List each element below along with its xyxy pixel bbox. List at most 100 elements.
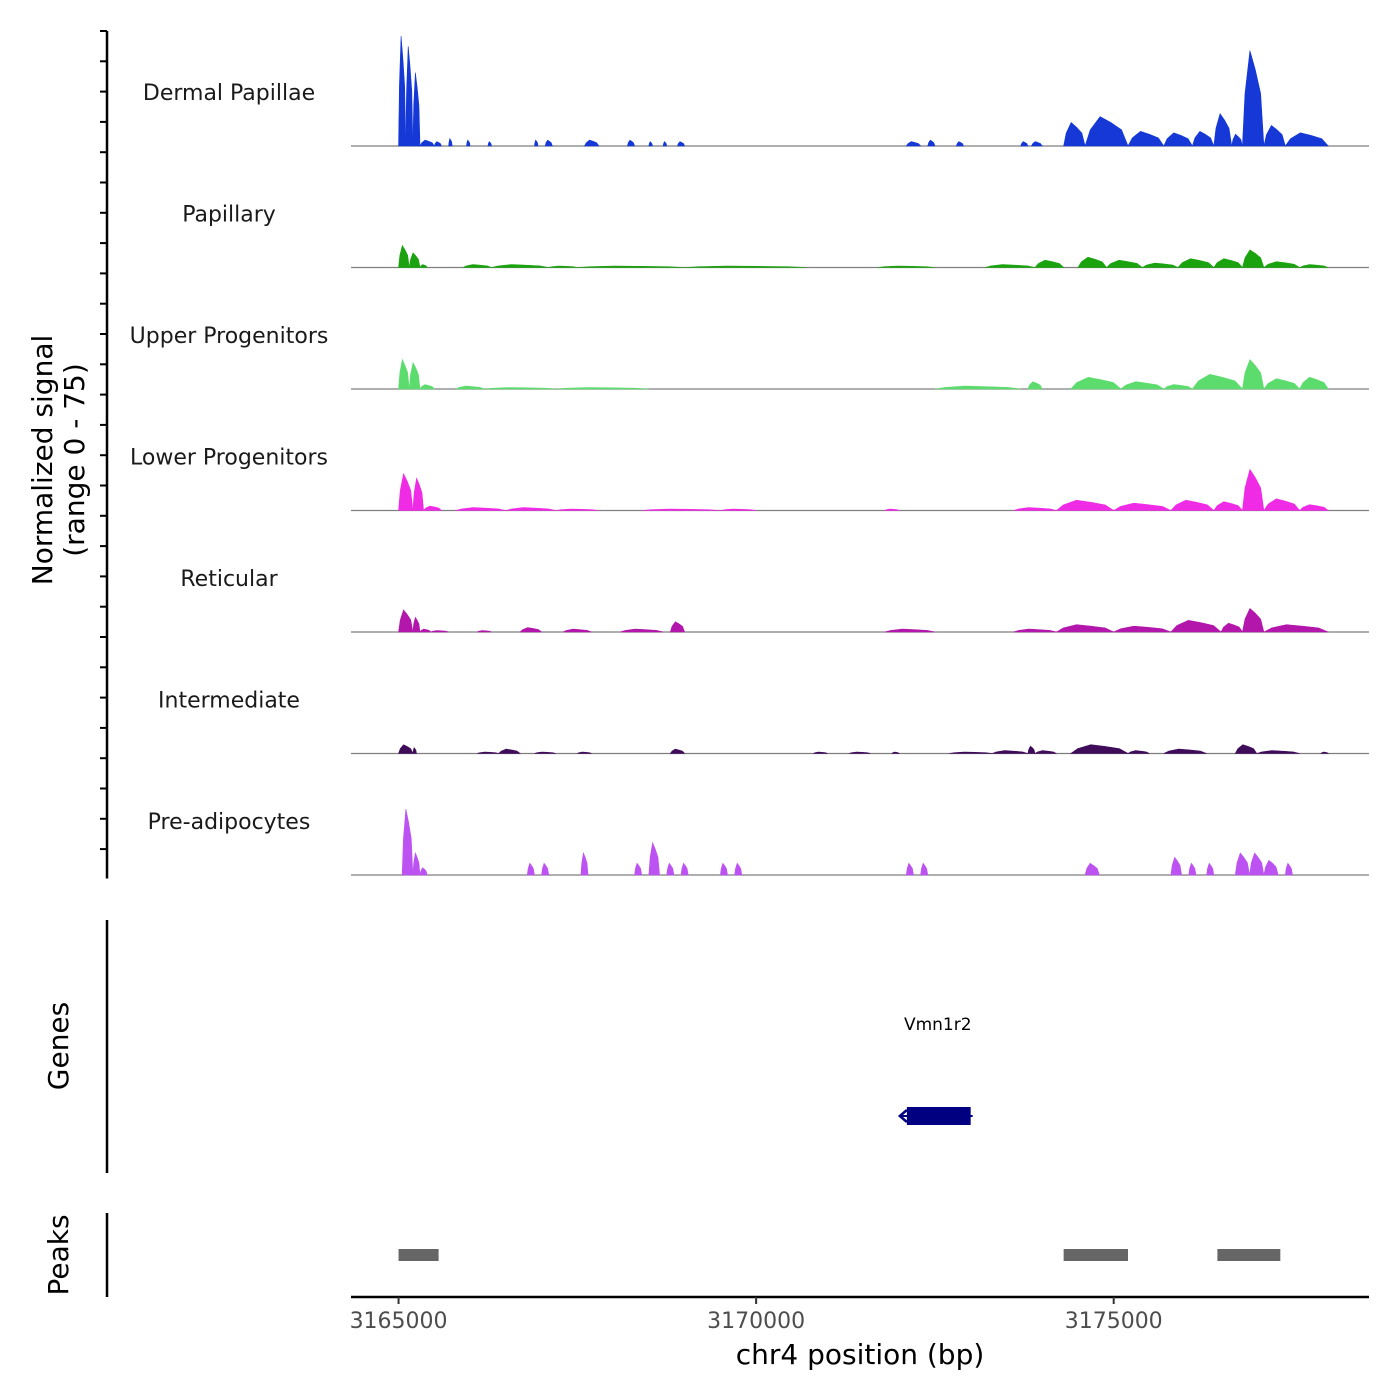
coverage-peak xyxy=(1170,619,1222,633)
coverage-peak xyxy=(1299,264,1329,268)
coverage-peak xyxy=(422,505,443,511)
peak-region xyxy=(1063,1249,1128,1261)
coverage-peak xyxy=(955,141,964,147)
coverage-peak xyxy=(555,508,599,511)
coverage-peak xyxy=(1170,499,1215,511)
coverage-track-lower-progenitors: Lower Progenitors xyxy=(130,446,1369,512)
coverage-peak xyxy=(1162,384,1194,390)
coverage-peak xyxy=(412,72,421,147)
coverage-peak xyxy=(1027,745,1036,754)
coverage-peak xyxy=(544,139,553,147)
coverage-peak xyxy=(412,477,424,511)
coverage-peak xyxy=(497,748,522,754)
coverage-peak xyxy=(1030,141,1043,147)
coverage-peak xyxy=(1034,259,1065,268)
coverage-peak xyxy=(1299,376,1329,390)
coverage-peak xyxy=(1084,862,1100,876)
coverage-peak xyxy=(648,841,660,876)
coverage-peak xyxy=(1234,852,1250,876)
coverage-peak xyxy=(1084,116,1129,147)
coverage-track-label: Lower Progenitors xyxy=(130,446,328,471)
coverage-peak xyxy=(891,751,901,754)
coverage-peak xyxy=(884,628,935,633)
coverage-peak xyxy=(398,358,410,390)
coverage-peak xyxy=(884,508,900,511)
coverage-peak xyxy=(448,137,453,147)
coverage-peak xyxy=(401,808,414,876)
coverage-peak xyxy=(1231,133,1243,147)
coverage-peak xyxy=(949,751,993,754)
coverage-peak xyxy=(1213,113,1233,147)
coverage-peak xyxy=(627,139,635,147)
coverage-peak xyxy=(419,264,428,268)
coverage-peak xyxy=(583,139,600,147)
coverage-peak xyxy=(1163,748,1207,754)
coverage-peak xyxy=(534,139,539,147)
coverage-peak xyxy=(433,141,442,147)
x-tick-label: 3175000 xyxy=(1065,1309,1163,1334)
coverage-track-label: Papillary xyxy=(182,203,276,228)
coverage-peak xyxy=(1170,856,1182,876)
coverage-peak xyxy=(1119,381,1165,390)
coverage-peak xyxy=(641,508,721,511)
coverage-peak xyxy=(487,141,492,147)
coverage-peak xyxy=(669,748,686,754)
coverage-peak xyxy=(1213,258,1244,268)
coverage-peak xyxy=(1213,501,1244,511)
coverage-peak xyxy=(1163,132,1193,147)
coverage-peak xyxy=(1105,259,1144,268)
coverage-peak xyxy=(1263,624,1329,633)
coverage-peak xyxy=(1263,378,1301,390)
coverage-peak xyxy=(1220,622,1243,633)
coverage-peak xyxy=(412,851,421,876)
coverage-peak xyxy=(1141,262,1179,268)
coverage-peak xyxy=(1242,50,1265,147)
coverage-track-papillary: Papillary xyxy=(182,203,1369,269)
coverage-peak xyxy=(1284,132,1329,147)
coverage-track-intermediate: Intermediate xyxy=(158,689,1369,755)
x-axis-title: chr4 position (bp) xyxy=(736,1338,985,1371)
coverage-peak xyxy=(934,385,1021,390)
coverage-peak xyxy=(1077,256,1108,268)
coverage-peak xyxy=(1256,750,1300,754)
coverage-track-reticular: Reticular xyxy=(180,567,1369,633)
peak-region xyxy=(1217,1249,1281,1261)
coverage-peak xyxy=(580,851,589,876)
coverage-peak xyxy=(1263,125,1286,147)
coverage-peak xyxy=(920,862,929,876)
coverage-peak xyxy=(541,862,550,876)
coverage-peak xyxy=(1188,862,1197,876)
coverage-peak xyxy=(669,621,686,633)
coverage-peak xyxy=(1070,376,1122,390)
coverage-peak xyxy=(477,751,499,754)
gene-strand-arrow xyxy=(897,1109,908,1123)
coverage-track-upper-progenitors: Upper Progenitors xyxy=(130,324,1369,390)
coverage-peak xyxy=(634,862,643,876)
coverage-peak xyxy=(405,46,414,147)
coverage-peak xyxy=(992,750,1028,754)
coverage-peak xyxy=(477,630,492,633)
gene-vmn1r2: Vmn1r2 xyxy=(897,1015,973,1125)
coverage-peak xyxy=(419,139,435,147)
coverage-peak xyxy=(412,746,417,754)
coverage-peak xyxy=(1013,628,1057,633)
coverage-track-label: Upper Progenitors xyxy=(130,324,329,349)
coverage-track-label: Pre-adipocytes xyxy=(148,810,311,835)
coverage-peak xyxy=(1234,744,1258,754)
x-axis-ticks: 3165000 3170000 3175000 xyxy=(350,1297,1163,1334)
coverage-peak xyxy=(1249,852,1265,876)
coverage-track-pre-adipocytes: Pre-adipocytes xyxy=(148,808,1369,876)
coverage-peak xyxy=(813,751,828,754)
peaks-panel: Peaks xyxy=(42,1213,1281,1297)
peak-region xyxy=(398,1249,439,1261)
coverage-peak xyxy=(1242,608,1265,633)
coverage-peak xyxy=(398,35,407,147)
coverage-track-label: Reticular xyxy=(180,567,278,592)
coverage-peak xyxy=(680,862,689,876)
coverage-peak xyxy=(1320,751,1330,754)
coverage-peak xyxy=(491,264,549,268)
peaks-axis-title: Peaks xyxy=(42,1214,75,1295)
coverage-y-axis-title: Normalized signal xyxy=(26,335,59,586)
coverage-tracks: Dermal Papillae Papillary Upper Progenitor… xyxy=(100,30,1369,879)
coverage-peak xyxy=(1298,504,1330,511)
